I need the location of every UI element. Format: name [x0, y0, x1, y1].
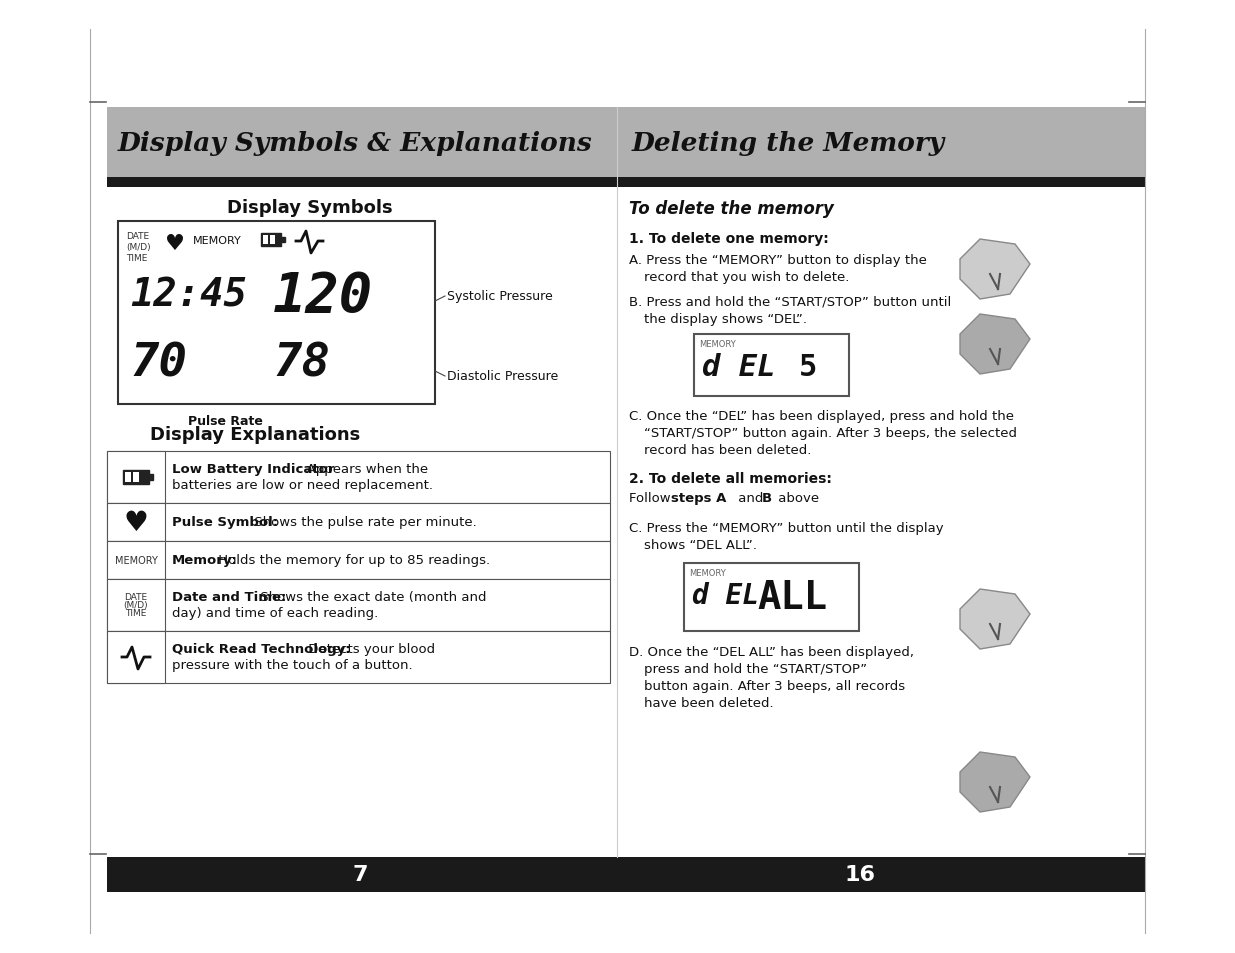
Text: Memory:: Memory:	[172, 554, 238, 567]
Bar	[107, 178, 618, 188]
Text: 5: 5	[799, 353, 818, 381]
Text: have been deleted.: have been deleted.	[643, 697, 773, 709]
Text: DATE: DATE	[125, 593, 147, 602]
Text: MEMORY: MEMORY	[689, 568, 726, 578]
Text: TIME: TIME	[126, 253, 147, 263]
Text: the display shows “DEL”.: the display shows “DEL”.	[643, 313, 806, 326]
Text: record has been deleted.: record has been deleted.	[643, 443, 811, 456]
Text: press and hold the “START/STOP”: press and hold the “START/STOP”	[643, 662, 867, 676]
Bar	[149, 475, 153, 480]
Bar	[618, 108, 1145, 178]
Bar	[107, 579, 610, 631]
Text: C. Once the “DEL” has been displayed, press and hold the: C. Once the “DEL” has been displayed, pr…	[629, 410, 1014, 422]
Text: batteries are low or need replacement.: batteries are low or need replacement.	[172, 479, 433, 492]
Text: 12:45: 12:45	[130, 276, 247, 314]
Bar	[107, 579, 165, 631]
Text: Shows the pulse rate per minute.: Shows the pulse rate per minute.	[249, 516, 477, 529]
Bar	[107, 108, 618, 178]
Text: To delete the memory: To delete the memory	[629, 200, 834, 218]
Text: ♥: ♥	[165, 233, 185, 253]
Text: Pulse Symbol:: Pulse Symbol:	[172, 516, 278, 529]
Text: 120: 120	[273, 270, 373, 323]
Text: d EL: d EL	[701, 353, 776, 381]
Bar	[133, 473, 140, 482]
Text: Quick Read Technology:: Quick Read Technology:	[172, 643, 351, 656]
Bar	[125, 473, 131, 482]
Text: 16: 16	[845, 864, 876, 884]
Bar	[618, 178, 1145, 188]
Text: day) and time of each reading.: day) and time of each reading.	[172, 607, 378, 619]
Text: “START/STOP” button again. After 3 beeps, the selected: “START/STOP” button again. After 3 beeps…	[643, 427, 1016, 439]
Bar	[694, 335, 848, 396]
Bar	[124, 471, 149, 484]
Text: B. Press and hold the “START/STOP” button until: B. Press and hold the “START/STOP” butto…	[629, 295, 951, 309]
Text: button again. After 3 beeps, all records: button again. After 3 beeps, all records	[643, 679, 905, 692]
Text: steps A: steps A	[671, 492, 726, 504]
Text: and: and	[734, 492, 768, 504]
Text: Detects your blood: Detects your blood	[304, 643, 435, 656]
Text: ♥: ♥	[124, 509, 148, 537]
Text: (M/D): (M/D)	[124, 601, 148, 610]
Text: Pulse Rate: Pulse Rate	[188, 415, 263, 428]
Text: Diastolic Pressure: Diastolic Pressure	[447, 370, 558, 383]
Text: shows “DEL ALL”.: shows “DEL ALL”.	[643, 538, 757, 552]
Text: : Appears when the: : Appears when the	[298, 463, 429, 476]
Text: A. Press the “MEMORY” button to display the: A. Press the “MEMORY” button to display …	[629, 253, 927, 267]
Text: Low Battery Indicator: Low Battery Indicator	[172, 463, 335, 476]
Text: Follow: Follow	[629, 492, 674, 504]
Text: D. Once the “DEL ALL” has been displayed,: D. Once the “DEL ALL” has been displayed…	[629, 645, 914, 659]
Text: MEMORY: MEMORY	[193, 235, 242, 246]
Polygon shape	[960, 240, 1030, 299]
Text: 2. To delete all memories:: 2. To delete all memories:	[629, 472, 832, 485]
Text: 78: 78	[273, 341, 330, 387]
Text: Display Explanations: Display Explanations	[149, 426, 361, 443]
Bar	[684, 563, 860, 631]
Polygon shape	[960, 314, 1030, 375]
Text: above: above	[774, 492, 819, 504]
Bar	[107, 503, 165, 541]
Text: Display Symbols: Display Symbols	[227, 199, 393, 216]
Text: TIME: TIME	[125, 609, 147, 618]
Text: Display Symbols & Explanations: Display Symbols & Explanations	[119, 131, 593, 155]
Text: B: B	[762, 492, 772, 504]
Text: Deleting the Memory: Deleting the Memory	[632, 131, 945, 155]
Text: Shows the exact date (month and: Shows the exact date (month and	[256, 591, 487, 604]
Text: MEMORY: MEMORY	[699, 339, 736, 349]
Text: 70: 70	[130, 341, 186, 387]
Bar	[282, 237, 285, 243]
Bar	[107, 631, 165, 683]
Bar	[119, 222, 435, 405]
Bar	[107, 452, 165, 503]
Polygon shape	[960, 752, 1030, 812]
Text: C. Press the “MEMORY” button until the display: C. Press the “MEMORY” button until the d…	[629, 521, 944, 535]
Bar	[107, 452, 610, 503]
Text: Date and Time:: Date and Time:	[172, 591, 287, 604]
Text: pressure with the touch of a button.: pressure with the touch of a button.	[172, 659, 412, 672]
Bar	[270, 235, 275, 245]
Bar	[107, 503, 610, 541]
Text: DATE: DATE	[126, 232, 149, 241]
Bar	[107, 541, 165, 579]
Bar	[263, 235, 268, 245]
Text: Systolic Pressure: Systolic Pressure	[447, 291, 553, 303]
Text: record that you wish to delete.: record that you wish to delete.	[643, 271, 850, 284]
Bar	[107, 857, 1145, 892]
Text: MEMORY: MEMORY	[115, 556, 157, 565]
Text: (M/D): (M/D)	[126, 243, 151, 252]
Polygon shape	[960, 589, 1030, 649]
Text: 7: 7	[352, 864, 368, 884]
Text: 1. To delete one memory:: 1. To delete one memory:	[629, 232, 829, 246]
Bar	[107, 631, 610, 683]
Text: Holds the memory for up to 85 readings.: Holds the memory for up to 85 readings.	[214, 554, 490, 567]
Bar	[261, 233, 282, 247]
Text: d EL: d EL	[692, 581, 760, 609]
Text: ALL: ALL	[757, 578, 827, 617]
Bar	[107, 541, 610, 579]
